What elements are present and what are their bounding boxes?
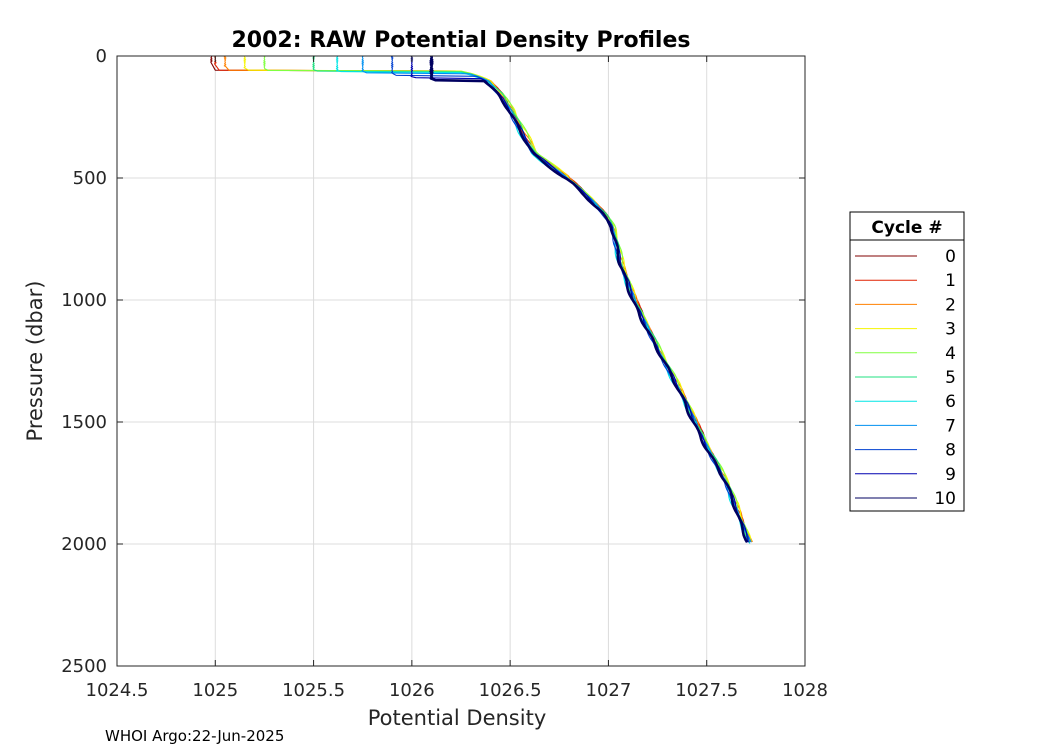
legend-label-cycle-2: 2 [945,295,956,315]
y-tick-label: 1000 [61,290,107,311]
x-tick-label: 1028 [782,680,828,701]
legend: Cycle # 0 1 2 3 4 5 6 7 8 9 10 [849,211,965,512]
y-tick-label: 0 [96,46,107,67]
legend-label-cycle-1: 1 [945,271,956,291]
plot-area [117,56,805,666]
x-tick-label: 1026 [389,680,435,701]
series-line-cycle-10 [429,55,749,543]
y-tick-label: 2000 [61,534,107,555]
x-tick-label: 1027.5 [675,680,738,701]
y-tick-label: 1500 [61,412,107,433]
legend-label-cycle-7: 7 [945,416,956,436]
chart-title: 2002: RAW Potential Density Profiles [232,28,691,53]
legend-label-cycle-10: 10 [934,489,956,509]
ticks: 1024.5 1025 1025.5 1026 1026.5 1027 1027.5 1028… [61,46,828,701]
legend-entries: 0 1 2 3 4 5 6 7 8 9 10 [855,247,956,509]
plot-frame [116,55,806,667]
x-tick-label: 1027 [586,680,632,701]
series-lines [210,55,753,544]
legend-title: Cycle # [871,218,942,238]
y-axis-label: Pressure (dbar) [23,281,47,442]
series-line-cycle-5 [312,55,751,544]
footer-stamp: WHOI Argo:22-Jun-2025 [105,727,284,745]
x-tick-label: 1024.5 [86,680,149,701]
legend-label-cycle-4: 4 [945,344,956,364]
legend-box [849,211,965,512]
legend-label-cycle-3: 3 [945,320,956,340]
x-tick-label: 1026.5 [479,680,542,701]
x-axis-label: Potential Density [368,706,547,730]
legend-label-cycle-9: 9 [945,465,956,485]
legend-label-cycle-0: 0 [945,247,956,267]
x-tick-label: 1025.5 [282,680,345,701]
legend-label-cycle-5: 5 [945,368,956,388]
legend-label-cycle-6: 6 [945,392,956,412]
y-tick-label: 500 [73,168,107,189]
x-tick-label: 1025 [192,680,238,701]
legend-label-cycle-8: 8 [945,441,956,461]
y-tick-label: 2500 [61,656,107,677]
